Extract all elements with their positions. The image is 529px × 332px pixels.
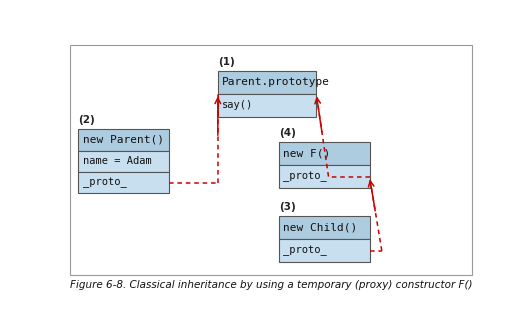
Text: new Child(): new Child() <box>284 223 358 233</box>
Text: (1): (1) <box>218 57 234 67</box>
Text: name = Adam: name = Adam <box>83 156 151 166</box>
Bar <box>78 129 169 151</box>
Bar <box>218 70 316 94</box>
Text: Parent.prototype: Parent.prototype <box>222 77 330 87</box>
Bar <box>279 239 369 262</box>
Text: (2): (2) <box>78 116 95 125</box>
Text: Figure 6-8. Classical inheritance by using a temporary (proxy) constructor F(): Figure 6-8. Classical inheritance by usi… <box>70 280 473 290</box>
Text: _proto_: _proto_ <box>284 246 327 256</box>
Text: say(): say() <box>222 100 253 110</box>
Text: new F(): new F() <box>284 149 331 159</box>
Text: _proto_: _proto_ <box>284 171 327 182</box>
Bar <box>279 142 369 165</box>
Bar <box>279 165 369 188</box>
Text: (4): (4) <box>279 128 296 138</box>
Text: _proto_: _proto_ <box>83 177 126 188</box>
Bar <box>279 216 369 239</box>
Bar <box>78 151 169 172</box>
Text: (3): (3) <box>279 203 296 212</box>
Text: new Parent(): new Parent() <box>83 135 163 145</box>
Bar <box>218 94 316 117</box>
Bar <box>78 172 169 193</box>
